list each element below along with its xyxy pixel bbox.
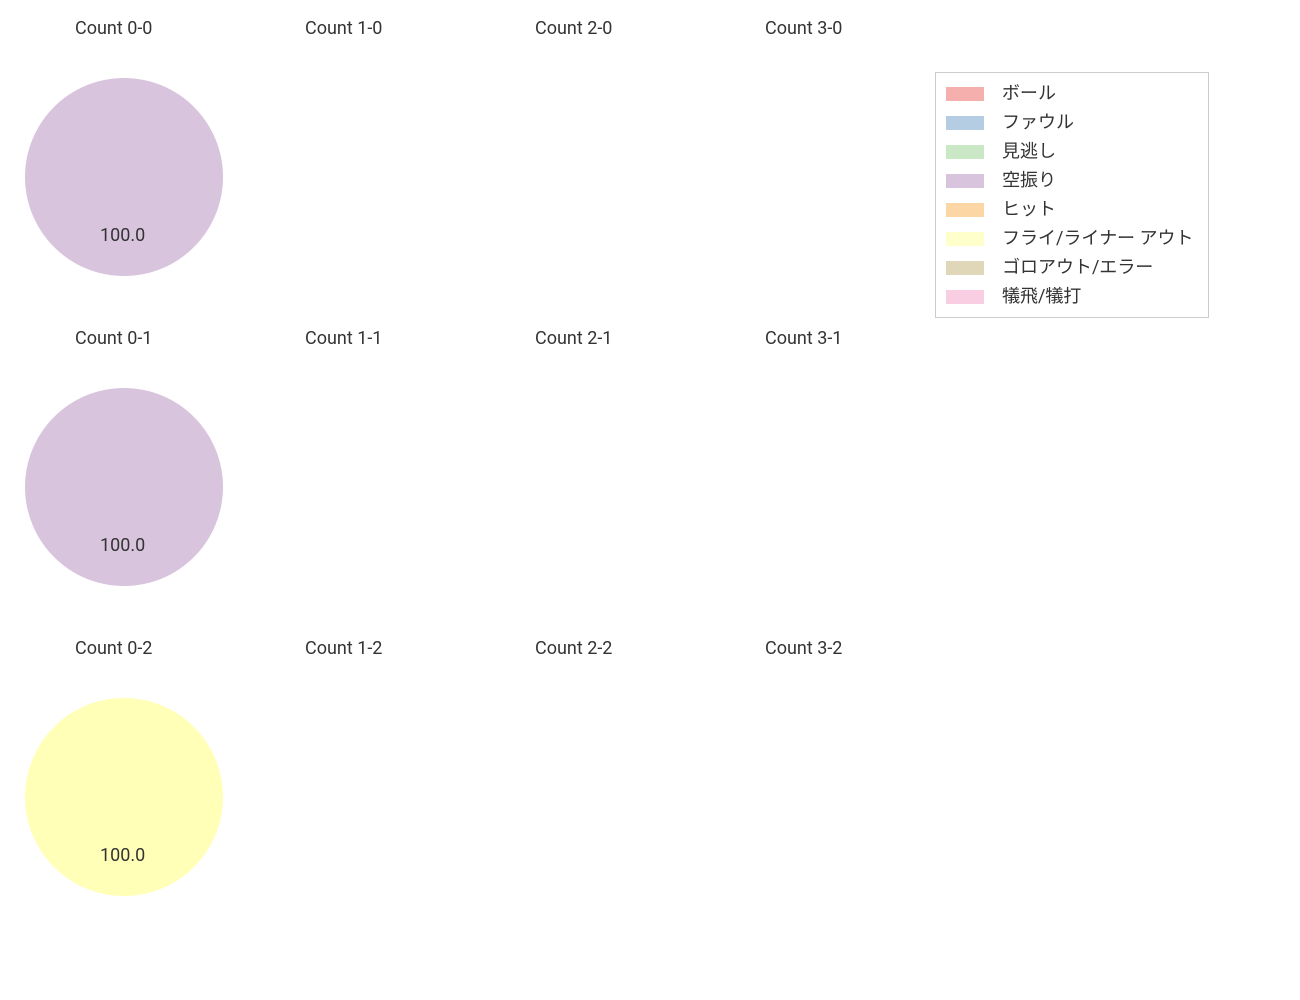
cell-title: Count 1-2 — [305, 638, 382, 659]
legend-label: 空振り — [1002, 172, 1056, 190]
chart-cell: Count 1-2 — [255, 630, 485, 940]
legend: ボールファウル見逃し空振りヒットフライ/ライナー アウトゴロアウト/エラー犠飛/… — [935, 72, 1209, 318]
legend-label: ヒット — [1002, 201, 1056, 219]
cell-title: Count 1-1 — [305, 328, 382, 349]
chart-cell: Count 3-1 — [715, 320, 945, 630]
pie-chart — [25, 388, 223, 586]
cell-title: Count 2-1 — [535, 328, 612, 349]
legend-label: 犠飛/犠打 — [1002, 288, 1081, 306]
legend-label: ファウル — [1002, 114, 1074, 132]
cell-title: Count 3-0 — [765, 18, 842, 39]
legend-swatch — [946, 116, 984, 130]
legend-item: 犠飛/犠打 — [946, 282, 1194, 311]
cell-title: Count 2-0 — [535, 18, 612, 39]
legend-item: フライ/ライナー アウト — [946, 224, 1194, 253]
legend-swatch — [946, 232, 984, 246]
legend-item: ゴロアウト/エラー — [946, 253, 1194, 282]
legend-label: ゴロアウト/エラー — [1002, 259, 1153, 277]
legend-swatch — [946, 261, 984, 275]
legend-swatch — [946, 290, 984, 304]
pie-value-label: 100.0 — [100, 535, 145, 556]
chart-cell: Count 0-1 100.0 — [25, 320, 255, 630]
legend-item: ファウル — [946, 108, 1194, 137]
chart-cell: Count 2-0 — [485, 10, 715, 320]
pie-chart — [25, 78, 223, 276]
chart-cell: Count 0-2 100.0 — [25, 630, 255, 940]
cell-title: Count 0-2 — [75, 638, 152, 659]
legend-label: 見逃し — [1002, 143, 1056, 161]
pie-value-label: 100.0 — [100, 845, 145, 866]
legend-label: フライ/ライナー アウト — [1002, 230, 1194, 248]
legend-swatch — [946, 145, 984, 159]
cell-title: Count 3-2 — [765, 638, 842, 659]
chart-cell: Count 2-2 — [485, 630, 715, 940]
legend-item: 見逃し — [946, 137, 1194, 166]
cell-title: Count 0-0 — [75, 18, 152, 39]
pie-value-label: 100.0 — [100, 225, 145, 246]
cell-title: Count 1-0 — [305, 18, 382, 39]
legend-item: ヒット — [946, 195, 1194, 224]
legend-swatch — [946, 203, 984, 217]
chart-canvas: Count 0-0 100.0 Count 1-0 Count 2-0 Count 3-… — [0, 0, 1300, 1000]
cell-title: Count 2-2 — [535, 638, 612, 659]
chart-cell: Count 3-2 — [715, 630, 945, 940]
chart-cell: Count 1-1 — [255, 320, 485, 630]
cell-title: Count 3-1 — [765, 328, 842, 349]
chart-cell: Count 2-1 — [485, 320, 715, 630]
legend-item: 空振り — [946, 166, 1194, 195]
chart-cell: Count 1-0 — [255, 10, 485, 320]
chart-cell: Count 3-0 — [715, 10, 945, 320]
legend-swatch — [946, 87, 984, 101]
pie-chart — [25, 698, 223, 896]
legend-label: ボール — [1002, 85, 1056, 103]
cell-title: Count 0-1 — [75, 328, 152, 349]
legend-item: ボール — [946, 79, 1194, 108]
legend-swatch — [946, 174, 984, 188]
chart-cell: Count 0-0 100.0 — [25, 10, 255, 320]
